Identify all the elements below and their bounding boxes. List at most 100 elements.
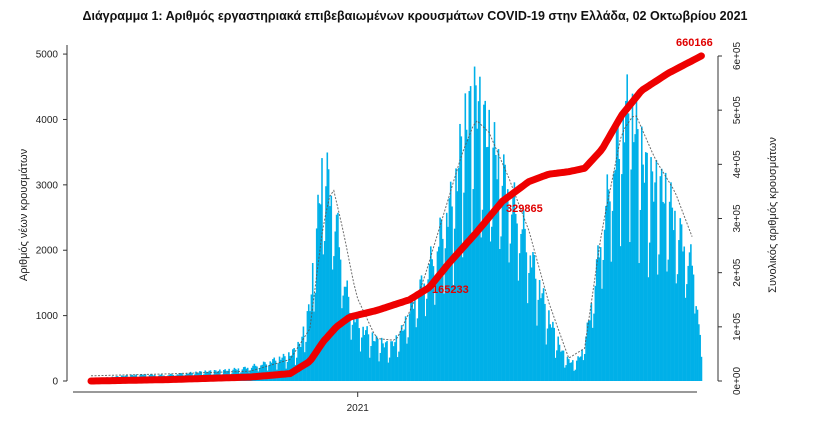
bar <box>648 242 651 381</box>
bar <box>314 292 317 381</box>
bar <box>599 247 602 381</box>
bar <box>455 168 457 381</box>
bar <box>676 274 679 381</box>
y-axis-title: Αριθμός νέων κρουσμάτων <box>18 148 30 281</box>
bar <box>323 240 326 381</box>
bar <box>541 293 544 381</box>
bar <box>334 231 337 381</box>
bar <box>391 341 394 381</box>
bar <box>568 359 570 381</box>
bar <box>643 182 646 381</box>
bar <box>544 303 546 381</box>
bar <box>392 346 395 381</box>
bar <box>453 228 456 381</box>
bar <box>522 210 525 381</box>
bar <box>556 350 558 381</box>
bar <box>667 259 670 381</box>
bar <box>426 298 428 381</box>
bar <box>484 100 486 381</box>
bar <box>441 238 444 381</box>
bar <box>394 342 396 381</box>
bar <box>597 245 599 381</box>
bar <box>581 349 583 381</box>
bar <box>675 283 678 381</box>
bar <box>460 136 463 381</box>
bar <box>481 209 484 381</box>
bar <box>469 86 472 381</box>
bar <box>623 142 626 381</box>
bar <box>371 332 374 381</box>
bar <box>606 174 609 381</box>
bar <box>646 152 648 381</box>
bar <box>558 344 561 381</box>
bar <box>451 206 453 381</box>
y2-tick-label: 2e+05 <box>732 258 743 287</box>
bar <box>630 169 632 381</box>
bar <box>343 286 346 381</box>
bar <box>513 182 516 381</box>
bar <box>698 324 700 381</box>
bar <box>297 341 299 381</box>
bar <box>359 351 362 381</box>
bar <box>489 241 492 381</box>
bar <box>647 277 650 381</box>
bar <box>378 361 380 381</box>
bar <box>367 334 370 381</box>
bar <box>347 296 350 381</box>
bar <box>472 189 475 381</box>
bar <box>452 284 455 381</box>
bar <box>448 198 451 381</box>
bar <box>318 203 321 381</box>
bar <box>626 74 628 381</box>
bar <box>341 308 343 381</box>
bar <box>598 257 601 381</box>
bar <box>548 310 550 381</box>
bar <box>540 298 542 381</box>
bar <box>366 326 368 381</box>
bar <box>372 340 375 381</box>
bar <box>534 278 537 381</box>
bar <box>504 164 506 381</box>
bar <box>292 349 294 381</box>
bar <box>552 321 554 381</box>
bar <box>501 185 504 381</box>
bar <box>687 265 690 381</box>
bar <box>365 330 367 381</box>
bar <box>407 337 410 381</box>
bar <box>619 246 622 381</box>
bar <box>386 341 388 381</box>
bar <box>591 327 594 381</box>
bar <box>262 361 265 381</box>
bar <box>309 311 311 381</box>
bar <box>542 288 545 381</box>
bar <box>310 294 313 381</box>
bar <box>538 279 541 381</box>
bar <box>578 357 581 381</box>
bar <box>290 355 293 381</box>
bar <box>609 201 611 381</box>
bar <box>406 343 408 381</box>
bar <box>301 336 303 381</box>
bar <box>615 125 618 381</box>
bar <box>435 274 437 381</box>
bar <box>422 289 424 381</box>
bar <box>457 167 460 381</box>
bar <box>313 311 315 381</box>
bar <box>633 142 635 381</box>
bar <box>363 334 366 381</box>
y-tick-label: 2000 <box>36 246 59 257</box>
bar <box>434 304 436 381</box>
bar <box>644 152 647 381</box>
bar <box>610 261 613 381</box>
bar <box>603 229 606 381</box>
bar <box>423 283 425 381</box>
bar <box>525 252 528 381</box>
bar <box>358 328 360 381</box>
bar <box>289 356 291 381</box>
bar <box>557 336 559 381</box>
bar <box>695 306 697 381</box>
bar <box>517 280 520 381</box>
bar <box>680 224 683 381</box>
bar <box>659 176 662 381</box>
bar <box>574 369 577 381</box>
